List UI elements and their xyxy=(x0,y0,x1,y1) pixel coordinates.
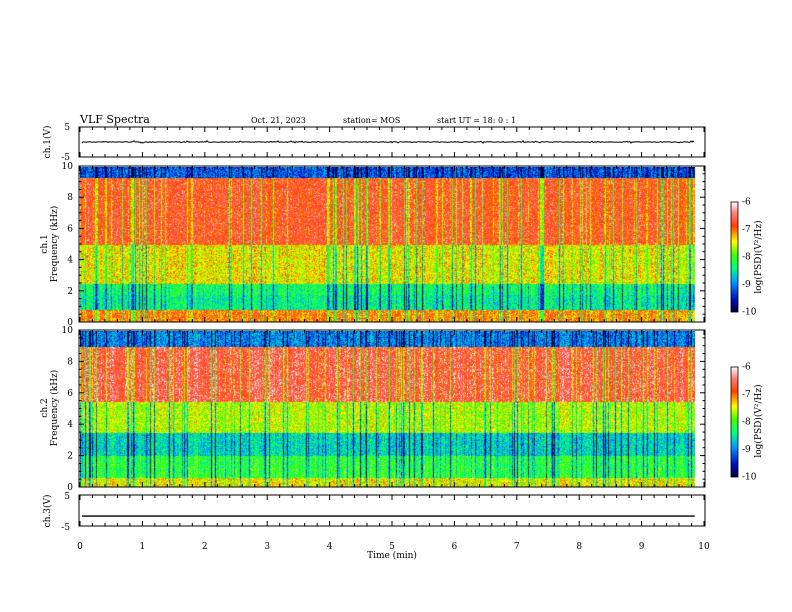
ch1-spectrogram-ytick-label: 4 xyxy=(67,256,73,266)
ch1-colorbar-label: log(PSD)(V²/Hz) xyxy=(753,220,764,293)
ch2-spectrogram-ytick-label: 2 xyxy=(67,452,73,462)
time-tick-label: 1 xyxy=(140,542,146,552)
time-tick-label: 7 xyxy=(514,542,520,552)
ch2-colorbar: -6 -7 -8 -9 -10 log(PSD)(V²/Hz) xyxy=(730,363,764,483)
ch2-spectrogram-image xyxy=(80,331,704,487)
ch2-spectrogram-panel: 0 2 4 6 8 10 ch.2 Frequency (kHz) xyxy=(40,326,706,493)
ch2-colorbar-tick-label: -9 xyxy=(742,445,751,455)
ch1-spectrogram-ylabel-channel: ch.1 xyxy=(40,234,50,253)
figure-title: VLF Spectra xyxy=(79,113,150,126)
date-label: Oct. 21, 2023 xyxy=(251,116,306,125)
ch1-spectrogram-ytick-label: 6 xyxy=(67,224,73,234)
ch2-spectrogram-ylabel-frequency: Frequency (kHz) xyxy=(49,370,60,447)
ch1-spectrogram-ylabel-frequency: Frequency (kHz) xyxy=(49,206,60,283)
station-label: station= MOS xyxy=(343,116,400,125)
ch3-ytick-top: 5 xyxy=(64,492,70,502)
ch1-spectrogram-ytick-label: 8 xyxy=(67,193,73,203)
ch1-spectrogram-ytick-label: 0 xyxy=(67,318,73,328)
time-tick-label: 4 xyxy=(327,542,333,552)
ch1-colorbar-tick-label: -7 xyxy=(742,225,751,235)
ch2-colorbar-tick-label: -7 xyxy=(742,390,751,400)
ch1-waveform-trace xyxy=(81,140,695,144)
ch1-colorbar-tick-label: -9 xyxy=(742,280,751,290)
ch1-spectrogram-image xyxy=(80,167,704,322)
time-axis-label: Time (min) xyxy=(367,550,417,561)
ch1-colorbar: -6 -7 -8 -9 -10 log(PSD)(V²/Hz) xyxy=(730,198,764,318)
ch2-colorbar-label: log(PSD)(V²/Hz) xyxy=(753,384,764,457)
ch2-spectrogram-ytick-label: 6 xyxy=(67,389,73,399)
ch1-spectrogram-ticks xyxy=(79,165,705,323)
ch3-waveform-ticks xyxy=(79,495,705,526)
ch2-colorbar-gradient xyxy=(730,366,739,478)
ch2-spectrogram-ytick-label: 0 xyxy=(67,483,73,493)
ch2-spectrogram-ytick-label: 8 xyxy=(67,357,73,367)
ch2-colorbar-tick-label: -8 xyxy=(742,418,751,428)
ch1-colorbar-tick-label: -10 xyxy=(742,308,757,318)
ch1-waveform-ticks xyxy=(79,127,705,157)
time-tick-label: 9 xyxy=(639,542,645,552)
ch1-frequency-tick-labels: 0 2 4 6 8 10 xyxy=(62,162,74,328)
ch2-frequency-tick-labels: 0 2 4 6 8 10 xyxy=(62,326,74,493)
ch2-spectrogram-ylabel-channel: ch.2 xyxy=(40,398,50,417)
ch2-colorbar-tick-label: -10 xyxy=(742,473,757,483)
ch1-spectrogram-ytick-label: 2 xyxy=(67,287,73,297)
ch1-colorbar-gradient xyxy=(730,201,739,313)
time-tick-label: 8 xyxy=(576,542,582,552)
time-tick-label: 0 xyxy=(77,542,83,552)
ch1-colorbar-tick-label: -8 xyxy=(742,253,751,263)
ch1-waveform-panel: 5 -5 ch.1(V) xyxy=(42,123,706,163)
ch3-ytick-bottom: -5 xyxy=(61,523,70,533)
time-tick-label: 6 xyxy=(452,542,458,552)
time-tick-label: 5 xyxy=(389,542,395,552)
time-tick-labels: 0 1 2 3 4 5 6 7 8 9 10 xyxy=(77,542,710,552)
start-time-label: start UT = 18: 0 : 1 xyxy=(437,116,516,125)
ch3-waveform-ylabel: ch.3(V) xyxy=(42,495,53,528)
ch2-spectrogram-ticks xyxy=(79,329,705,488)
time-tick-label: 2 xyxy=(202,542,208,552)
ch1-colorbar-ticks: -6 -7 -8 -9 -10 xyxy=(742,198,757,318)
time-tick-label: 3 xyxy=(264,542,270,552)
ch1-colorbar-tick-label: -6 xyxy=(742,198,751,208)
ch2-spectrogram-ytick-label: 4 xyxy=(67,420,73,430)
ch2-colorbar-tick-label: -6 xyxy=(742,363,751,373)
ch1-spectrogram-panel: 0 2 4 6 8 10 ch.1 Frequency (kHz) xyxy=(40,162,706,328)
ch1-ytick-bottom: -5 xyxy=(61,153,70,163)
ch1-spectrogram-ytick-label: 10 xyxy=(62,162,74,172)
ch1-ytick-top: 5 xyxy=(64,123,70,133)
ch2-colorbar-ticks: -6 -7 -8 -9 -10 xyxy=(742,363,757,483)
time-tick-label: 10 xyxy=(698,542,710,552)
ch2-spectrogram-ytick-label: 10 xyxy=(62,326,74,336)
ch3-waveform-panel: 5 -5 ch.3(V) xyxy=(42,492,706,533)
ch1-waveform-ylabel: ch.1(V) xyxy=(42,126,53,159)
